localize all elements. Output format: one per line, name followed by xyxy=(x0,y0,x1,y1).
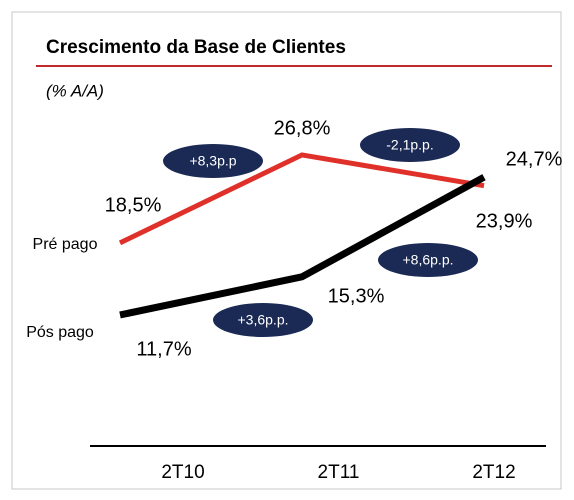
annotation-bubble xyxy=(360,128,460,162)
x-tick-label: 2T12 xyxy=(472,462,515,483)
data-label: 11,7% xyxy=(136,338,191,360)
subtitle: (% A/A) xyxy=(46,81,104,100)
annotation: +8,6p.p. xyxy=(403,252,454,268)
frame xyxy=(11,11,562,490)
annotation: +8,3p.p xyxy=(189,153,236,169)
annotation-bubble xyxy=(163,144,263,178)
series-label: Pós pago xyxy=(26,324,94,341)
x-tick-label: 2T11 xyxy=(318,462,360,483)
data-label: 24,7% xyxy=(506,148,563,170)
series-line xyxy=(119,174,486,319)
x-tick-label: 2T10 xyxy=(161,462,204,483)
series-label: Pré pago xyxy=(33,236,98,253)
data-label: 18,5% xyxy=(105,194,162,216)
chart-title: Crescimento da Base de Clientes xyxy=(46,37,346,58)
annotation: -2,1p.p. xyxy=(386,137,433,153)
annotation: +3,6p.p. xyxy=(238,312,289,328)
annotation-bubble xyxy=(213,303,313,337)
data-label: 23,9% xyxy=(476,210,533,232)
data-label: 15,3% xyxy=(328,285,385,307)
data-label: 26,8% xyxy=(274,117,331,139)
series-line xyxy=(118,152,485,246)
annotation-bubble xyxy=(378,243,478,277)
